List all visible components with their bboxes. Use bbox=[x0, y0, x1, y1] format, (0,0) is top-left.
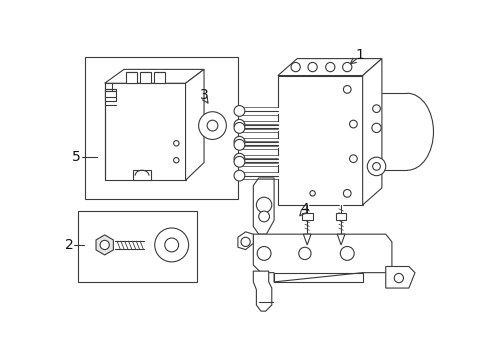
Circle shape bbox=[173, 141, 179, 146]
Circle shape bbox=[349, 120, 357, 128]
Circle shape bbox=[309, 191, 315, 196]
Circle shape bbox=[154, 228, 188, 262]
Circle shape bbox=[325, 62, 334, 72]
Text: 1: 1 bbox=[355, 48, 364, 62]
Text: 2: 2 bbox=[65, 238, 74, 252]
Bar bbox=[335, 213, 346, 220]
Circle shape bbox=[234, 139, 244, 150]
Bar bbox=[78, 211, 197, 282]
Polygon shape bbox=[96, 235, 113, 255]
Polygon shape bbox=[337, 234, 344, 245]
Circle shape bbox=[234, 170, 244, 181]
Circle shape bbox=[234, 122, 244, 133]
Polygon shape bbox=[104, 89, 116, 101]
Circle shape bbox=[234, 105, 244, 116]
Polygon shape bbox=[140, 72, 151, 83]
Circle shape bbox=[343, 86, 350, 93]
Circle shape bbox=[307, 62, 317, 72]
Polygon shape bbox=[133, 170, 151, 180]
Bar bbox=[85, 57, 238, 199]
Circle shape bbox=[290, 62, 300, 72]
Circle shape bbox=[372, 105, 380, 112]
Polygon shape bbox=[277, 76, 362, 205]
Circle shape bbox=[372, 163, 380, 170]
Polygon shape bbox=[104, 83, 185, 180]
Polygon shape bbox=[385, 266, 414, 288]
Polygon shape bbox=[238, 232, 253, 249]
Circle shape bbox=[234, 120, 244, 130]
Text: 5: 5 bbox=[72, 150, 81, 164]
Circle shape bbox=[234, 136, 244, 147]
Circle shape bbox=[241, 237, 250, 247]
Polygon shape bbox=[362, 59, 381, 205]
Circle shape bbox=[343, 189, 350, 197]
Polygon shape bbox=[154, 72, 164, 83]
Text: 3: 3 bbox=[200, 88, 209, 102]
Circle shape bbox=[207, 120, 218, 131]
Polygon shape bbox=[126, 72, 137, 83]
Polygon shape bbox=[253, 178, 274, 234]
Polygon shape bbox=[104, 69, 203, 83]
Polygon shape bbox=[277, 59, 381, 76]
Polygon shape bbox=[253, 271, 271, 311]
Polygon shape bbox=[253, 234, 391, 282]
Circle shape bbox=[371, 123, 380, 132]
Circle shape bbox=[257, 247, 270, 260]
Circle shape bbox=[298, 247, 310, 260]
Polygon shape bbox=[185, 69, 203, 180]
Circle shape bbox=[256, 197, 271, 213]
Circle shape bbox=[173, 158, 179, 163]
Circle shape bbox=[234, 153, 244, 164]
Circle shape bbox=[100, 240, 109, 249]
Polygon shape bbox=[303, 234, 310, 245]
Polygon shape bbox=[274, 273, 362, 282]
Text: 4: 4 bbox=[300, 202, 308, 216]
Circle shape bbox=[164, 238, 178, 252]
Circle shape bbox=[258, 211, 269, 222]
Bar bbox=[301, 213, 312, 220]
Circle shape bbox=[234, 156, 244, 167]
Circle shape bbox=[366, 157, 385, 176]
Circle shape bbox=[393, 274, 403, 283]
Circle shape bbox=[342, 62, 351, 72]
Circle shape bbox=[349, 155, 357, 163]
Circle shape bbox=[198, 112, 226, 139]
Circle shape bbox=[340, 247, 353, 260]
